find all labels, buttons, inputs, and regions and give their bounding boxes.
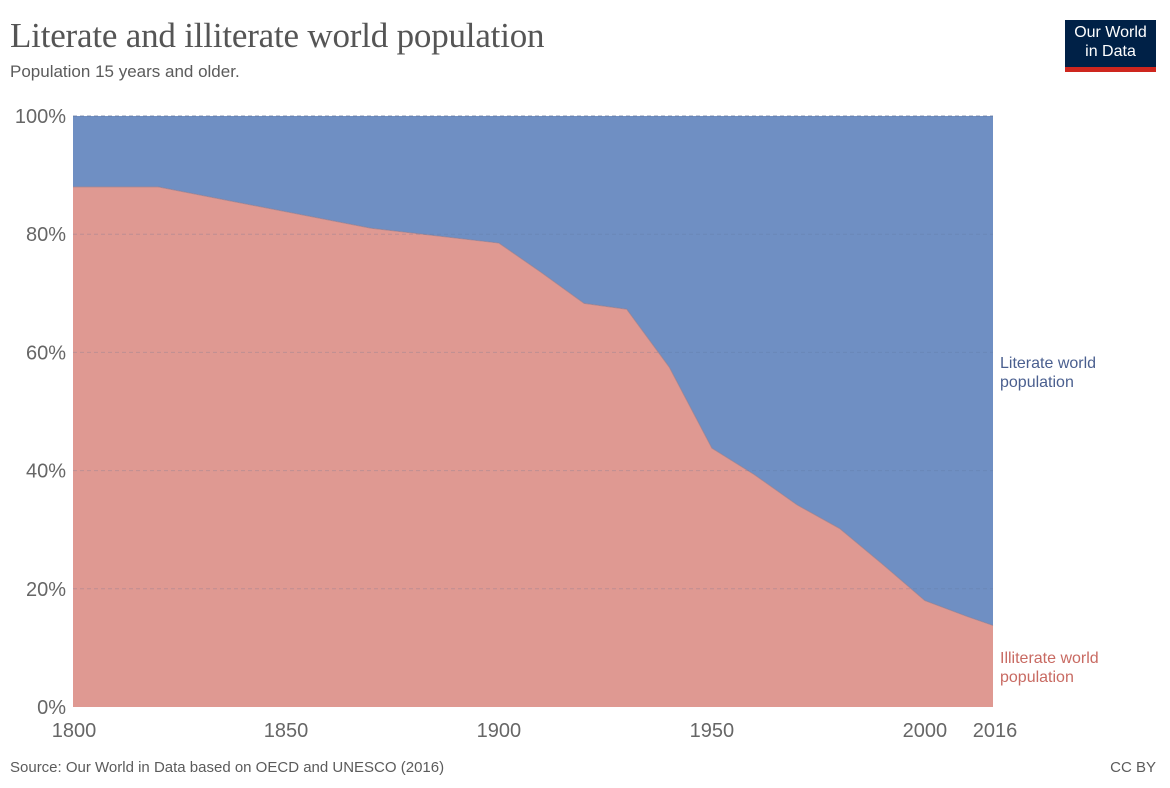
legend-label-literate[interactable]: population — [1000, 374, 1074, 391]
x-tick-label: 1900 — [477, 720, 522, 742]
y-tick-label: 20% — [26, 579, 66, 601]
x-tick-label: 2016 — [973, 720, 1018, 742]
y-axis: 0% 20% 40% 60% 80% 100% — [15, 106, 66, 719]
y-tick-label: 100% — [15, 106, 66, 128]
chart-subtitle: Population 15 years and older. — [10, 62, 240, 81]
y-tick-label: 0% — [37, 697, 66, 719]
x-tick-label: 1950 — [690, 720, 735, 742]
y-tick-label: 40% — [26, 461, 66, 483]
source-note: Source: Our World in Data based on OECD … — [10, 759, 445, 776]
area-illiterate[interactable] — [73, 186, 993, 708]
owid-logo[interactable]: Our World in Data — [1065, 20, 1156, 72]
x-axis: 1800 1850 1900 1950 2000 2016 — [52, 720, 1018, 742]
license-link[interactable]: CC BY — [1110, 759, 1156, 776]
logo-line-2: in Data — [1085, 43, 1136, 60]
x-tick-label: 1800 — [52, 720, 97, 742]
legend-label-illiterate[interactable]: population — [1000, 669, 1074, 686]
grid-layer — [73, 115, 993, 590]
legend-label-illiterate[interactable]: Illiterate world — [1000, 650, 1099, 667]
area-layer — [73, 116, 994, 708]
y-tick-label: 80% — [26, 224, 66, 246]
logo-line-1: Our World — [1074, 24, 1147, 41]
chart-title: Literate and illiterate world population — [10, 16, 545, 55]
series-boundary-line — [73, 186, 994, 626]
legend: Literate world population Illiterate world… — [1000, 355, 1099, 686]
x-tick-label: 1850 — [264, 720, 309, 742]
area-literate[interactable] — [73, 116, 993, 626]
x-tick-label: 2000 — [903, 720, 948, 742]
legend-label-literate[interactable]: Literate world — [1000, 355, 1096, 372]
y-tick-label: 60% — [26, 342, 66, 364]
